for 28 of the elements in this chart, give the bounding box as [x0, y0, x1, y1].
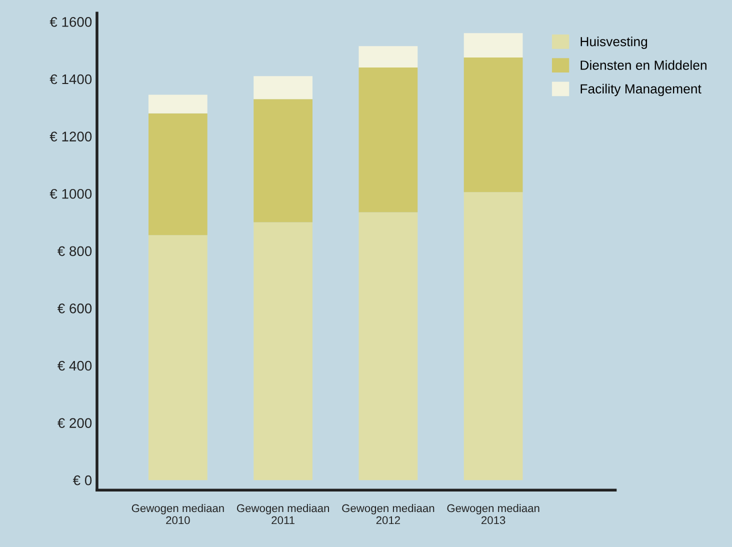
bar	[464, 58, 523, 192]
bar	[148, 113, 208, 236]
x-tick-label: Gewogen mediaan 2013	[447, 504, 540, 524]
bar	[358, 68, 418, 212]
bar	[464, 192, 523, 480]
bar	[148, 94, 208, 114]
bar	[254, 76, 312, 100]
x-tick-label: Gewogen mediaan 2012	[342, 504, 434, 524]
y-tick-label: € 600	[57, 304, 92, 314]
bar	[358, 212, 418, 480]
y-tick-label: € 1000	[50, 188, 92, 199]
bar	[358, 46, 418, 68]
y-tick-label: € 1400	[50, 74, 92, 84]
y-tick-label: € 400	[57, 360, 92, 371]
bar	[254, 222, 312, 480]
x-tick-label: Gewogen mediaan 2010	[132, 504, 224, 524]
bar	[464, 33, 523, 58]
bar	[148, 235, 208, 480]
legend-label: Diensten en Middelen	[580, 60, 706, 70]
bar	[254, 99, 312, 222]
y-tick-label: € 200	[57, 418, 92, 428]
y-tick-label: € 1600	[50, 17, 92, 27]
legend-label: Huisvesting	[580, 36, 648, 49]
x-tick-label: Gewogen mediaan 2011	[236, 504, 329, 524]
y-tick-label: € 1200	[50, 132, 92, 142]
y-tick-label: € 0	[72, 475, 92, 486]
legend-label: Facility Management	[580, 84, 702, 96]
y-tick-label: € 800	[57, 246, 92, 256]
